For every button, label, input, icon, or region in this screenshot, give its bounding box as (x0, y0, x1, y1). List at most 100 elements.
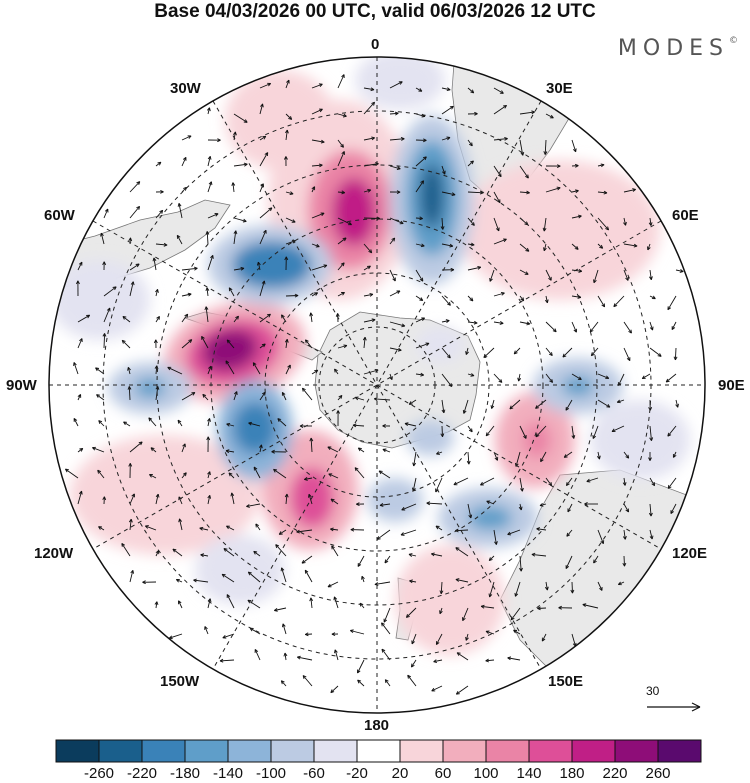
wind-vector (670, 503, 677, 514)
wind-vector (259, 207, 273, 219)
wind-vector (545, 373, 553, 383)
wind-vector-head (75, 280, 80, 285)
wind-vector (311, 108, 323, 115)
wind-vector (493, 217, 500, 232)
wind-vector-head (431, 687, 436, 692)
wind-vector-head (104, 208, 109, 213)
wind-vector-head (309, 597, 314, 602)
wind-vector-head (309, 437, 314, 442)
wind-vector (590, 347, 599, 356)
colorbar-swatch (399, 739, 444, 763)
wind-vector (406, 607, 417, 618)
wind-vector-head (641, 375, 646, 380)
wind-vector-head (574, 163, 579, 168)
wind-vector (675, 269, 684, 273)
wind-vector (310, 437, 313, 453)
wind-vector (352, 424, 365, 427)
wind-vector-head (384, 679, 389, 684)
wind-vector (381, 622, 391, 635)
wind-vector-head (535, 433, 540, 438)
wind-vector-head (222, 634, 227, 639)
wind-vector-head (201, 336, 205, 340)
wind-vector-head (470, 373, 475, 377)
wind-vector (155, 365, 158, 375)
wind-vector (148, 417, 157, 427)
wind-vector-head (651, 482, 656, 487)
wind-vector (311, 139, 325, 143)
wind-vector (493, 292, 505, 297)
wind-vector-head (260, 183, 265, 188)
wind-vector-head (226, 525, 230, 530)
wind-vector-head (489, 277, 493, 282)
wind-vector-head (556, 164, 561, 169)
wind-vector-head (308, 493, 312, 498)
wind-vector-head (199, 526, 204, 531)
wind-vector (155, 601, 158, 609)
wind-vector-head (371, 101, 376, 106)
wind-vector (617, 373, 625, 386)
wind-vector (221, 573, 235, 583)
wind-vector (259, 313, 271, 323)
anomaly-field (50, 57, 690, 655)
wind-vector-head (235, 315, 239, 320)
wind-vector-head (425, 342, 430, 347)
wind-vector (481, 605, 495, 609)
wind-vector (233, 113, 248, 123)
wind-vector-head (77, 394, 82, 398)
wind-vector-head (254, 649, 259, 653)
wind-vector-head (436, 451, 440, 455)
wind-vector (259, 391, 266, 401)
wind-vector (363, 369, 379, 375)
wind-vector-head (675, 403, 679, 408)
wind-vector (597, 191, 608, 194)
wind-vector (155, 494, 159, 505)
wind-vector-head (507, 531, 512, 536)
wind-vector (441, 295, 451, 306)
wind-vector-head (79, 338, 83, 343)
wind-vector-head (266, 313, 271, 318)
wind-vector (330, 528, 339, 531)
wind-vector-head (106, 307, 111, 312)
wind-vector-head (535, 405, 539, 409)
wind-vector (544, 139, 547, 155)
wind-vector (415, 156, 427, 167)
wind-vector-head (625, 276, 629, 281)
wind-vector-head (466, 460, 471, 465)
wind-vector (259, 103, 264, 115)
wind-vector (441, 137, 451, 141)
wind-vector-head (191, 392, 196, 396)
wind-vector-head (155, 289, 159, 293)
wind-vector (571, 243, 579, 250)
wind-vector (623, 477, 626, 486)
wind-vector (389, 138, 405, 141)
wind-vector (567, 503, 573, 513)
wind-vector (202, 393, 209, 401)
wind-vector-head (343, 344, 348, 349)
wind-vector-head (518, 506, 523, 511)
lon-label-120e: 120E (672, 545, 708, 562)
wind-vector (389, 269, 396, 282)
wind-vector (436, 633, 443, 645)
wind-vector (407, 674, 417, 687)
wind-vector (129, 519, 132, 531)
wind-vector (127, 367, 131, 375)
brand-name: MODES (617, 36, 729, 61)
wind-vector (441, 320, 450, 323)
wind-vector (281, 567, 287, 583)
wind-vector (491, 399, 495, 409)
wind-vector (311, 292, 318, 297)
wind-vector (337, 139, 344, 148)
wind-vector-head (562, 353, 567, 358)
wind-vector-head (206, 436, 211, 441)
wind-vector-head (488, 593, 493, 598)
wind-vector (103, 208, 109, 219)
wind-vector (623, 347, 631, 361)
wind-vector-head (204, 626, 208, 630)
wind-vector-head (177, 203, 182, 207)
wind-vector (355, 397, 365, 401)
wind-vector-head (623, 221, 627, 226)
wind-vector-head (373, 397, 378, 401)
wind-vector (181, 443, 186, 453)
wind-vector (96, 394, 105, 401)
wind-vector (563, 451, 573, 458)
